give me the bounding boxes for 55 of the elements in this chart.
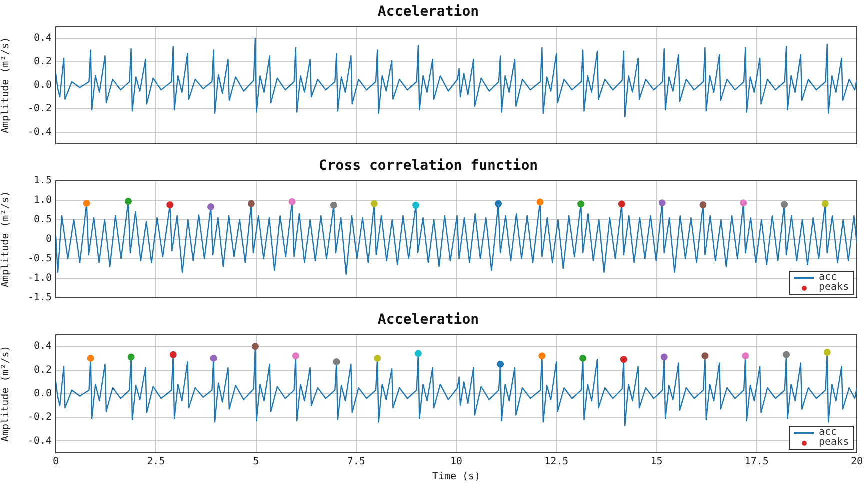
x-tick-label: 12.5	[544, 456, 569, 468]
point	[702, 352, 709, 360]
y-tick-label: -0.4	[28, 436, 52, 447]
chart-title: Acceleration	[378, 312, 480, 328]
x-tick-label: 20	[850, 456, 864, 468]
y-tick-label: -0.2	[28, 412, 52, 424]
x-tick-label: 5	[253, 456, 260, 468]
x-tick-label: 7.5	[347, 456, 366, 468]
y-tick-label: 1.5	[34, 175, 52, 186]
x-tick-label: 17.5	[744, 456, 769, 468]
point	[210, 354, 218, 362]
point	[538, 352, 546, 360]
point	[87, 354, 94, 362]
point	[374, 354, 382, 362]
legend-label: acc	[819, 427, 838, 438]
point	[824, 349, 831, 356]
legend-label: peaks	[819, 282, 850, 293]
point	[252, 343, 259, 350]
legend-label: peaks	[819, 437, 850, 448]
point	[497, 360, 504, 368]
point	[783, 351, 790, 358]
y-tick-label: 0.5	[34, 214, 52, 226]
x-axis-title: Time (s)	[432, 472, 481, 483]
x-tick-label: 15	[650, 456, 663, 468]
y-tick-label: -0.2	[28, 103, 52, 114]
y-tick-label: -1.5	[28, 292, 52, 304]
y-tick-label: 1.0	[34, 194, 52, 206]
point	[580, 354, 587, 362]
y-axis-title: Amplitude (m²/s)	[0, 191, 12, 288]
y-tick-label: 0	[46, 234, 52, 245]
y-tick-label: 0.0	[34, 388, 52, 400]
y-tick-label: 0.2	[34, 56, 52, 68]
chart-title: Acceleration	[378, 4, 480, 20]
point	[620, 356, 628, 364]
point	[333, 358, 340, 366]
y-axis-title: Amplitude (m²/s)	[0, 37, 12, 134]
x-tick-label: 2.5	[147, 456, 166, 468]
point	[660, 354, 668, 361]
point	[742, 352, 750, 360]
y-tick-label: 0.2	[34, 364, 52, 376]
y-tick-label: -1.0	[28, 273, 52, 284]
y-axis-title: Amplitude (m²/s)	[0, 346, 12, 442]
point	[170, 351, 177, 358]
y-tick-label: -0.5	[28, 254, 52, 265]
y-tick-label: 0.0	[34, 80, 52, 91]
y-tick-label: 0.4	[34, 33, 52, 44]
point	[414, 350, 422, 358]
y-tick-label: 0.4	[34, 341, 52, 352]
legend-label: acc	[819, 272, 838, 283]
point	[292, 352, 300, 360]
point	[128, 354, 135, 361]
x-tick-label: 10	[450, 456, 463, 468]
y-tick-label: -0.4	[28, 126, 52, 138]
chart-title: Cross correlation function	[318, 158, 538, 174]
x-tick-label: 0	[52, 456, 60, 468]
